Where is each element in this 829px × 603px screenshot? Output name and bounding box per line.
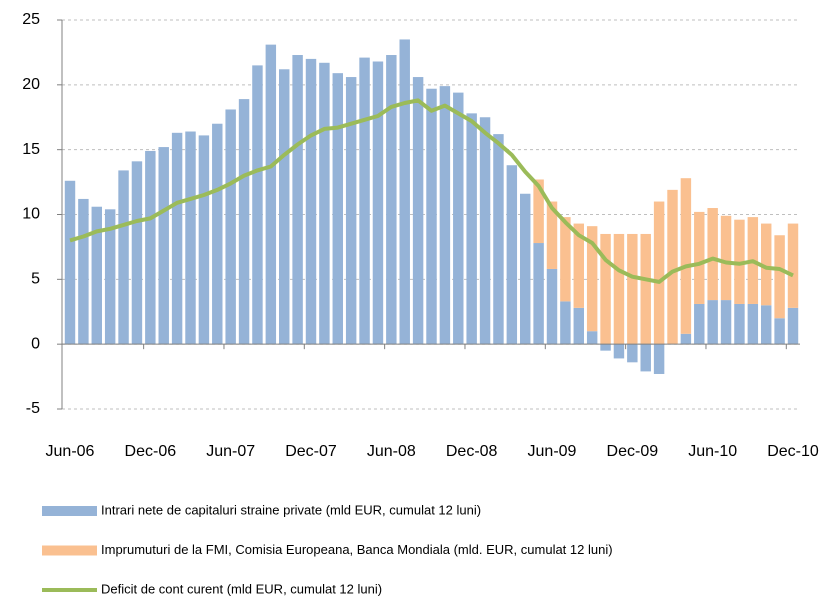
y-tick-label: 15 (22, 141, 40, 158)
bar (520, 193, 531, 345)
legend-swatch (42, 506, 97, 516)
bar (359, 57, 370, 345)
x-tick-label: Jun-06 (46, 443, 95, 460)
y-tick-label: 0 (31, 335, 40, 352)
bar (694, 211, 705, 304)
y-tick-label: 25 (22, 11, 40, 28)
bar (158, 147, 169, 345)
bar (104, 209, 116, 345)
bar (439, 86, 451, 345)
bar (653, 201, 665, 345)
y-tick-label: 10 (22, 206, 40, 223)
bar (747, 303, 759, 345)
bar (279, 69, 290, 345)
bar (225, 109, 236, 345)
bar (774, 235, 785, 319)
bar (761, 305, 772, 345)
bar (386, 55, 397, 345)
y-tick-label: 20 (22, 76, 40, 93)
bar (506, 165, 518, 345)
x-tick-label: Dec-10 (767, 443, 819, 460)
bar (118, 170, 129, 345)
bar (600, 233, 611, 345)
bar (774, 318, 785, 345)
legend-label: Deficit de cont curent (mld EUR, cumulat… (101, 581, 382, 596)
bar (78, 198, 89, 345)
bar (292, 55, 303, 345)
bar (627, 233, 638, 345)
bar (399, 39, 410, 345)
bar (734, 303, 745, 345)
bar (426, 88, 437, 345)
bar (667, 189, 678, 345)
bar (265, 44, 277, 345)
bar (64, 180, 76, 345)
x-tick-label: Jun-09 (528, 443, 577, 460)
line-series (69, 98, 794, 284)
bar (787, 223, 799, 308)
bar (252, 65, 263, 345)
bar (586, 226, 598, 332)
bar (412, 77, 424, 345)
bar (720, 215, 732, 301)
x-tick-label: Jun-08 (367, 443, 416, 460)
bar (319, 62, 330, 345)
bar (145, 150, 156, 345)
bar (479, 117, 491, 345)
legend-label: Imprumuturi de la FMI, Comisia Europeana… (101, 542, 613, 557)
bar (573, 307, 584, 345)
bar (198, 135, 210, 345)
bar (613, 344, 625, 359)
y-tick-label: 5 (31, 271, 40, 288)
bar (707, 300, 718, 345)
bar (453, 92, 464, 345)
bar (707, 208, 718, 301)
bar (238, 99, 250, 345)
bar (560, 217, 571, 302)
x-tick-label: Dec-08 (446, 443, 498, 460)
bar (680, 333, 692, 345)
bar (546, 201, 558, 269)
x-tick-label: Dec-09 (607, 443, 659, 460)
bar (787, 307, 799, 345)
bar (533, 179, 544, 244)
bar (720, 300, 732, 345)
x-tick-label: Dec-06 (125, 443, 177, 460)
bar (640, 233, 651, 345)
x-tick-label: Jun-07 (206, 443, 255, 460)
legend-swatch (42, 545, 97, 556)
bar (613, 233, 625, 345)
bar (680, 178, 692, 334)
x-tick-label: Dec-07 (285, 443, 337, 460)
bar (627, 344, 638, 363)
bar (761, 223, 772, 306)
bar (466, 113, 477, 345)
y-tick-label: -5 (26, 400, 40, 417)
bar (600, 344, 611, 351)
bar (533, 243, 544, 345)
bar (586, 331, 598, 345)
bar (653, 344, 665, 374)
bar (345, 77, 357, 345)
bar (493, 134, 504, 345)
bar (332, 73, 343, 345)
bar (372, 61, 384, 345)
bar (694, 303, 705, 345)
bar (91, 206, 102, 345)
bar (131, 161, 143, 345)
legend-label: Intrari nete de capitaluri straine priva… (101, 502, 481, 517)
bar (171, 132, 183, 345)
bar (212, 123, 223, 345)
bar (573, 223, 584, 308)
bar (546, 268, 558, 345)
bar (305, 58, 317, 345)
bar (185, 131, 196, 345)
x-tick-label: Jun-10 (688, 443, 737, 460)
bar (640, 344, 651, 372)
bar (560, 301, 571, 345)
